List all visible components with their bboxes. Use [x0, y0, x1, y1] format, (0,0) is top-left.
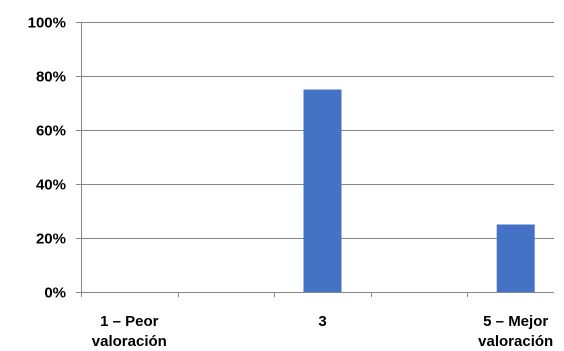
y-tick-label: 0% [44, 285, 66, 302]
x-tick-label: 5 – Mejor [483, 313, 548, 330]
y-tick-label: 20% [36, 231, 66, 248]
x-tick-label: valoración [92, 333, 167, 350]
x-tick-label: 3 [318, 313, 326, 330]
x-tick-label: 1 – Peor [100, 313, 159, 330]
y-tick-label: 40% [36, 177, 66, 194]
bars [303, 89, 535, 292]
bar [496, 224, 535, 292]
y-tick-label: 80% [36, 69, 66, 86]
axes [76, 22, 554, 297]
y-tick-label: 100% [28, 15, 66, 32]
y-tick-label: 60% [36, 123, 66, 140]
x-tick-label: valoración [478, 333, 553, 350]
tick-labels: 0% 20% 40% 60% 80% 100% 1 – Peor valoración 3 5 –… [28, 15, 554, 351]
bar [303, 89, 342, 292]
